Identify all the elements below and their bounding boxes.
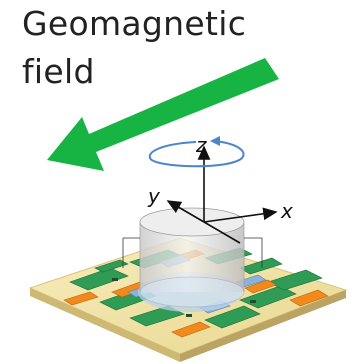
y-axis-label: y — [147, 184, 161, 208]
z-axis-label: z — [195, 133, 207, 157]
magnet-cylinder — [139, 207, 245, 308]
x-axis-label: x — [280, 199, 293, 223]
trace-gaps — [112, 278, 256, 317]
diagram-title-line-1: Geomagnetic — [22, 4, 247, 43]
rotation-arrow-icon — [148, 136, 245, 168]
y-axis — [166, 200, 205, 223]
coordinate-axes — [166, 145, 278, 244]
x-axis — [203, 207, 278, 223]
y-axis-tail — [203, 221, 241, 244]
field-arrow-icon — [47, 58, 279, 171]
diagram-title-line-2: field — [22, 52, 95, 91]
guide-lines — [122, 237, 263, 268]
